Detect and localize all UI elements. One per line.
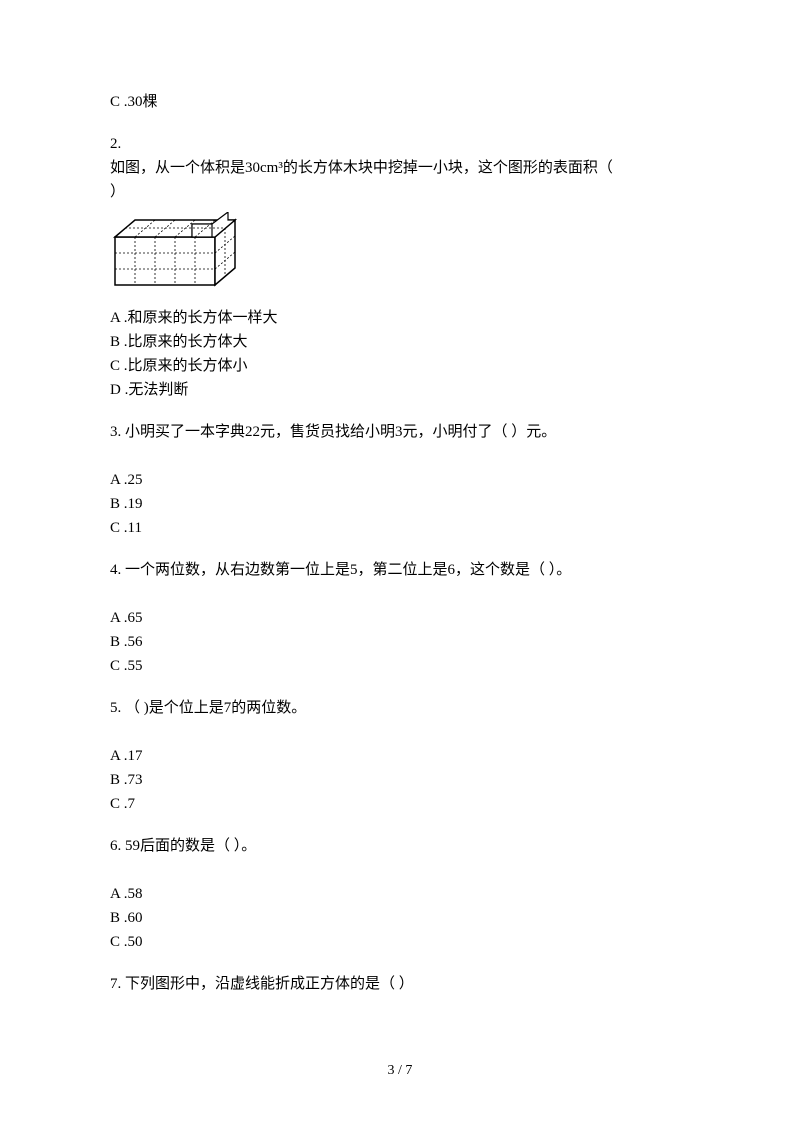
orphan-option-c: C .30棵: [110, 90, 690, 114]
q2-option-b: B .比原来的长方体大: [110, 330, 690, 354]
q6-stem: 59后面的数是（ ）。: [121, 838, 256, 854]
q3-stem: 小明买了一本字典22元，售货员找给小明3元，小明付了（ ）元。: [121, 424, 556, 440]
q2-option-d: D .无法判断: [110, 378, 690, 402]
question-5: 5. （ )是个位上是7的两位数。 A .17 B .73 C .7: [110, 696, 690, 816]
question-3: 3. 小明买了一本字典22元，售货员找给小明3元，小明付了（ ）元。 A .25…: [110, 420, 690, 540]
q6-number: 6.: [110, 838, 121, 854]
q3-option-c: C .11: [110, 516, 690, 540]
q2-option-c: C .比原来的长方体小: [110, 354, 690, 378]
q4-option-a: A .65: [110, 606, 690, 630]
q6-option-a: A .58: [110, 882, 690, 906]
question-4: 4. 一个两位数，从右边数第一位上是5，第二位上是6，这个数是（ ）。 A .6…: [110, 558, 690, 678]
question-6: 6. 59后面的数是（ ）。 A .58 B .60 C .50: [110, 834, 690, 954]
q2-option-a: A .和原来的长方体一样大: [110, 306, 690, 330]
q6-option-b: B .60: [110, 906, 690, 930]
q6-option-c: C .50: [110, 930, 690, 954]
q7-stem: 下列图形中，沿虚线能折成正方体的是（ ）: [121, 976, 414, 992]
q4-stem: 一个两位数，从右边数第一位上是5，第二位上是6，这个数是（ ）。: [121, 562, 571, 578]
q5-number: 5.: [110, 700, 121, 716]
q4-number: 4.: [110, 562, 121, 578]
q2-stem-line2: ）: [110, 180, 690, 204]
cuboid-image: [110, 212, 690, 298]
question-2: 2. 如图，从一个体积是30cm³的长方体木块中挖掉一小块，这个图形的表面积（ …: [110, 132, 690, 402]
q7-number: 7.: [110, 976, 121, 992]
q4-option-b: B .56: [110, 630, 690, 654]
q3-number: 3.: [110, 424, 121, 440]
q4-option-c: C .55: [110, 654, 690, 678]
q3-option-a: A .25: [110, 468, 690, 492]
q2-stem-line1: 如图，从一个体积是30cm³的长方体木块中挖掉一小块，这个图形的表面积（: [110, 156, 690, 180]
page-footer: 3 / 7: [0, 1060, 800, 1082]
q5-stem: （ )是个位上是7的两位数。: [121, 700, 306, 716]
q3-option-b: B .19: [110, 492, 690, 516]
q2-number: 2.: [110, 132, 690, 156]
question-7: 7. 下列图形中，沿虚线能折成正方体的是（ ）: [110, 972, 690, 996]
q5-option-a: A .17: [110, 744, 690, 768]
q5-option-b: B .73: [110, 768, 690, 792]
q5-option-c: C .7: [110, 792, 690, 816]
